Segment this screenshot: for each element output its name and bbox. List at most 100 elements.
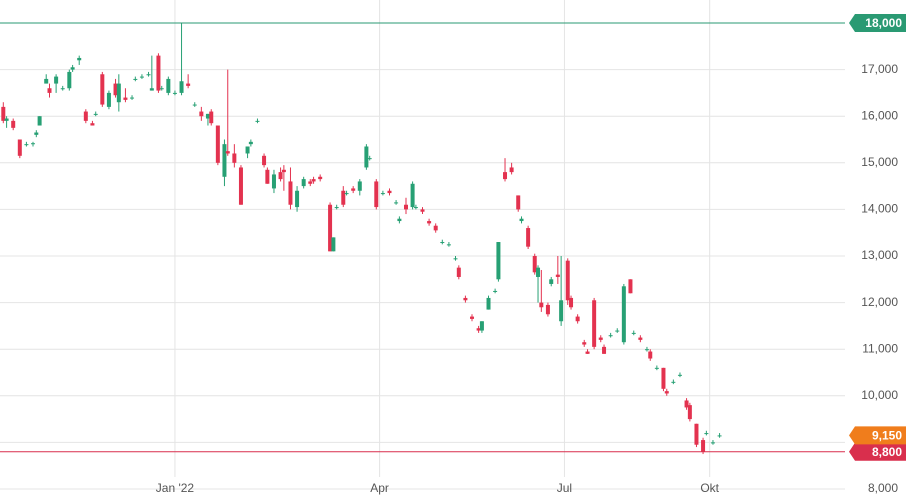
y-tick-label: 14,000	[861, 202, 898, 216]
candle-body	[453, 258, 458, 260]
candle-body	[209, 111, 214, 124]
candle-body	[654, 367, 659, 369]
candle-body	[222, 144, 227, 177]
candle-body	[308, 181, 313, 184]
candle-body	[569, 297, 574, 308]
candle-body	[90, 123, 95, 126]
candle-body	[403, 204, 408, 210]
candle-body	[215, 125, 220, 163]
candle-body	[486, 297, 491, 310]
candle-body	[710, 442, 715, 444]
candle-body	[602, 346, 607, 354]
candle-body	[608, 335, 613, 337]
candle-body	[671, 381, 676, 383]
candle-body	[44, 78, 49, 84]
x-tick-label: Okt	[700, 481, 719, 495]
candle-body	[255, 120, 260, 122]
candle-body	[278, 172, 283, 180]
candle-body	[47, 88, 52, 93]
candle-body	[288, 181, 293, 205]
x-tick-label: Jul	[557, 481, 572, 495]
candle-body	[628, 279, 633, 294]
candle-body	[380, 193, 385, 195]
candle-body	[106, 92, 111, 107]
candle-body	[559, 300, 564, 322]
candle-body	[440, 242, 445, 244]
candle-body	[644, 349, 649, 351]
candle-body	[684, 400, 689, 408]
candle-body	[31, 143, 36, 145]
candle-body	[83, 111, 88, 121]
candle-body	[159, 88, 164, 90]
candle-body	[301, 179, 306, 187]
y-tick-label: 17,000	[861, 62, 898, 76]
candle-body	[648, 351, 653, 359]
candle-body	[149, 88, 154, 91]
candle-body	[192, 104, 197, 106]
candle-body	[245, 146, 250, 154]
candle-body	[281, 169, 286, 173]
candle-body	[93, 113, 98, 115]
candle-body	[225, 151, 230, 154]
candle-body	[496, 242, 501, 280]
candle-body	[565, 260, 570, 301]
y-tick-label: 10,000	[861, 388, 898, 402]
last-price-label: 9,150	[872, 429, 902, 443]
candle-body	[516, 195, 521, 210]
candle-body	[374, 181, 379, 208]
candle-body	[394, 202, 399, 204]
price-line-badge	[849, 14, 906, 32]
candle-body	[34, 132, 39, 135]
candle-body	[344, 193, 349, 195]
candle-body	[146, 74, 151, 76]
candle-body	[694, 423, 699, 445]
candle-body	[582, 342, 587, 345]
x-tick-label: Jan '22	[156, 481, 195, 495]
candle-body	[205, 113, 210, 119]
candle-body	[397, 218, 402, 222]
candle-body	[664, 391, 669, 394]
candle-body	[631, 332, 636, 334]
candle-body	[549, 279, 554, 284]
candle-body	[17, 139, 22, 156]
candle-body	[463, 297, 468, 301]
candle-body	[493, 290, 498, 292]
candle-body	[265, 169, 270, 184]
candle-body	[113, 83, 118, 96]
candle-body	[37, 116, 42, 126]
candle-body	[24, 144, 29, 146]
candle-body	[638, 337, 643, 340]
candle-body	[476, 328, 481, 331]
candle-body	[503, 172, 508, 180]
price-line-badge	[849, 442, 906, 461]
candle-body	[479, 321, 484, 331]
candle-body	[77, 57, 82, 61]
candle-body	[70, 67, 75, 70]
candle-body	[592, 300, 597, 347]
candle-body	[331, 237, 336, 252]
last-price-badge	[849, 426, 906, 445]
candle-body	[701, 440, 706, 452]
y-tick-label: 16,000	[861, 108, 898, 122]
candle-body	[186, 83, 191, 86]
candle-body	[470, 316, 475, 319]
candle-body	[248, 141, 253, 145]
candle-body	[67, 71, 72, 89]
candle-body	[536, 267, 541, 277]
candle-body	[334, 207, 339, 209]
candle-body	[139, 76, 144, 78]
candle-body	[318, 176, 323, 180]
candle-body	[133, 78, 138, 80]
candle-body	[575, 316, 580, 322]
candle-body	[271, 174, 276, 189]
candle-body	[172, 92, 177, 94]
candle-body	[420, 209, 425, 212]
candle-body	[598, 337, 603, 340]
candle-body	[54, 76, 59, 84]
candle-body	[199, 111, 204, 117]
candle-body	[364, 146, 369, 168]
candle-body	[295, 190, 300, 208]
y-tick-label: 13,000	[861, 248, 898, 262]
candle-body	[351, 188, 356, 191]
candle-body	[585, 351, 590, 354]
